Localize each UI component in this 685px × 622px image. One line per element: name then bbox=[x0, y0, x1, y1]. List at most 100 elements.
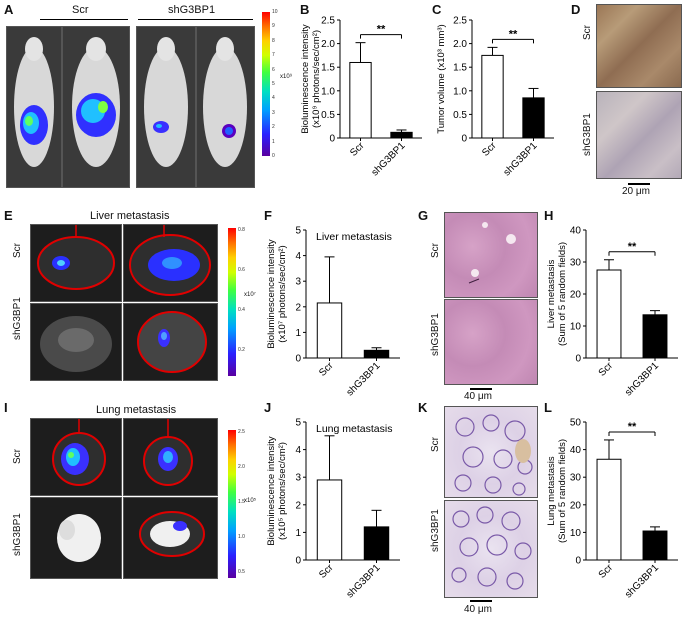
group-bar-scr bbox=[40, 19, 128, 20]
colorbar-e-tick: 0.6 bbox=[238, 267, 245, 273]
y-tick-label: 0 bbox=[575, 556, 581, 567]
y-tick-label: 1 bbox=[295, 328, 301, 339]
y-tick-label: 0 bbox=[295, 556, 301, 567]
y-tick-label: 5 bbox=[295, 226, 301, 237]
scalebar-k bbox=[470, 600, 492, 602]
colorbar-e-tick: 0.4 bbox=[238, 307, 245, 313]
scalebar-k-label: 40 μm bbox=[464, 604, 492, 615]
bar-scr bbox=[316, 479, 343, 561]
he-image-lung-shg3bp1 bbox=[444, 500, 538, 598]
y-tick-label: 5 bbox=[295, 418, 301, 429]
lung-image-scr-2 bbox=[123, 418, 218, 496]
y-tick-label: 10 bbox=[570, 322, 582, 333]
panel-letter-a: A bbox=[4, 2, 14, 17]
y-label-line1: Liver metastasis bbox=[546, 259, 557, 328]
title-e: Liver metastasis bbox=[90, 210, 170, 222]
colorbar-a-tick: 7 bbox=[272, 52, 275, 59]
lung-image-shg3bp1-1 bbox=[30, 497, 122, 579]
colorbar-a-tick: 4 bbox=[272, 95, 275, 102]
colorbar-e-unit: x10⁷ bbox=[244, 292, 256, 298]
he-image-liver-shg3bp1 bbox=[444, 299, 538, 385]
y-tick-label: 2.5 bbox=[453, 16, 467, 27]
he-image-lung-scr bbox=[444, 406, 538, 498]
x-tick-label: shG3BP1 bbox=[345, 360, 383, 398]
x-tick-label: Scr bbox=[480, 140, 499, 159]
bar-scr bbox=[481, 54, 504, 139]
y-tick-label: 0.5 bbox=[453, 110, 467, 121]
lung-image-scr-1 bbox=[30, 418, 122, 496]
y-tick-label: 0 bbox=[575, 354, 581, 365]
row-label-k-scr: Scr bbox=[430, 437, 441, 452]
y-label-line2: (Sum of 5 random fields) bbox=[557, 439, 568, 543]
group-label-shg3bp1: shG3BP1 bbox=[168, 4, 216, 16]
row-label-e-scr: Scr bbox=[12, 243, 23, 258]
panel-letter-i: I bbox=[4, 400, 8, 415]
y-tick-label: 10 bbox=[570, 528, 582, 539]
liver-image-shg3bp1-1 bbox=[30, 303, 122, 381]
colorbar-a-tick: 5 bbox=[272, 81, 275, 87]
y-tick-label: 2.0 bbox=[321, 39, 335, 50]
colorbar-a bbox=[262, 12, 270, 156]
y-tick-label: 0 bbox=[329, 134, 335, 145]
y-axis-label: Bioluminescence intensity (x10⁹ photons/s… bbox=[300, 24, 322, 134]
panel-letter-h: H bbox=[544, 208, 554, 223]
y-tick-label: 3 bbox=[295, 277, 301, 288]
y-tick-label: 1.0 bbox=[453, 86, 467, 97]
panel-letter-b: B bbox=[300, 2, 310, 17]
chart-title: Lung metastasis bbox=[316, 423, 392, 435]
colorbar-e-tick: 0.2 bbox=[238, 347, 245, 353]
chart-c: Tumor volume (x10³ mm³) 0 0.5 1.0 1.5 2.0 2.5 S… bbox=[436, 16, 554, 178]
bar-scr bbox=[316, 302, 343, 359]
x-tick-label: shG3BP1 bbox=[370, 140, 408, 178]
colorbar-a-tick: 6 bbox=[272, 66, 275, 73]
colorbar-i-tick: 2.0 bbox=[238, 464, 245, 470]
row-label-d-scr: Scr bbox=[582, 25, 593, 40]
y-tick-label: 2 bbox=[295, 500, 301, 511]
colorbar-a-tick: 9 bbox=[272, 23, 275, 30]
bar-shg3bp1 bbox=[390, 131, 413, 139]
y-tick-label: 0 bbox=[295, 354, 301, 365]
y-label-line2: (x10⁵ photons/sec/cm²) bbox=[277, 442, 288, 540]
row-label-i-shg3bp1: shG3BP1 bbox=[12, 513, 23, 556]
bar-shg3bp1 bbox=[363, 526, 390, 561]
y-axis-label: Bioluminescence intensity (x10⁷ photons/s… bbox=[266, 239, 288, 349]
colorbar-i bbox=[228, 430, 236, 578]
y-tick-label: 1.0 bbox=[321, 86, 335, 97]
scalebar-g-label: 40 μm bbox=[464, 391, 492, 402]
y-axis-label: Liver metastasis (Sum of 5 random fields) bbox=[546, 242, 568, 346]
y-axis-label: Tumor volume (x10³ mm³) bbox=[436, 24, 447, 133]
row-label-i-scr: Scr bbox=[12, 449, 23, 464]
bar-scr bbox=[596, 458, 622, 561]
x-tick-label: Scr bbox=[317, 360, 336, 379]
y-label-line2: (Sum of 5 random fields) bbox=[557, 242, 568, 346]
panel-letter-c: C bbox=[432, 2, 442, 17]
y-tick-label: 0 bbox=[461, 134, 467, 145]
y-tick-label: 1.5 bbox=[453, 63, 467, 74]
y-axis-label: Bioluminescence intensity (x10⁵ photons/s… bbox=[266, 436, 288, 546]
group-label-scr: Scr bbox=[72, 4, 89, 16]
scalebar-d bbox=[628, 183, 650, 185]
mouse-image-shg3bp1-1 bbox=[136, 26, 196, 188]
ihc-image-shg3bp1 bbox=[596, 91, 682, 179]
he-image-liver-scr bbox=[444, 212, 538, 298]
chart-j: Bioluminescence intensity (x10⁵ photons/s… bbox=[266, 418, 400, 600]
scalebar-d-label: 20 μm bbox=[622, 186, 650, 197]
y-label-line2: (x10⁷ photons/sec/cm²) bbox=[277, 245, 288, 342]
y-label-line1: Bioluminescence intensity bbox=[266, 436, 277, 546]
sig-stars: ** bbox=[377, 24, 386, 36]
y-axis-label: Lung metastasis (Sum of 5 random fields) bbox=[546, 439, 568, 543]
panel-letter-k: K bbox=[418, 400, 428, 415]
panel-letter-j: J bbox=[264, 400, 272, 415]
colorbar-e bbox=[228, 228, 236, 376]
colorbar-e-tick: 0.8 bbox=[238, 227, 245, 233]
liver-image-scr-2 bbox=[123, 224, 218, 302]
panel-letter-f: F bbox=[264, 208, 272, 223]
chart-l: Lung metastasis (Sum of 5 random fields) 0… bbox=[546, 418, 678, 600]
colorbar-a-tick: 10 bbox=[272, 9, 278, 15]
y-label-line1: Lung metastasis bbox=[546, 456, 557, 525]
row-label-g-shg3bp1: shG3BP1 bbox=[430, 313, 441, 356]
y-tick-label: 30 bbox=[570, 258, 582, 269]
x-tick-label: shG3BP1 bbox=[502, 140, 540, 178]
bar-shg3bp1 bbox=[642, 530, 668, 561]
mouse-image-shg3bp1-2 bbox=[196, 26, 255, 188]
